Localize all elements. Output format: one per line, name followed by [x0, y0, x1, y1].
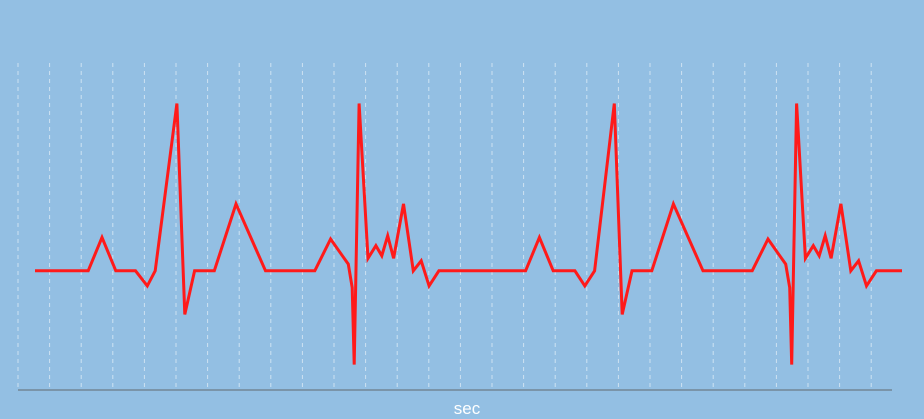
ecg-series-line — [35, 103, 902, 365]
grid-layer — [17, 63, 872, 388]
x-axis-label: sec — [454, 399, 481, 418]
